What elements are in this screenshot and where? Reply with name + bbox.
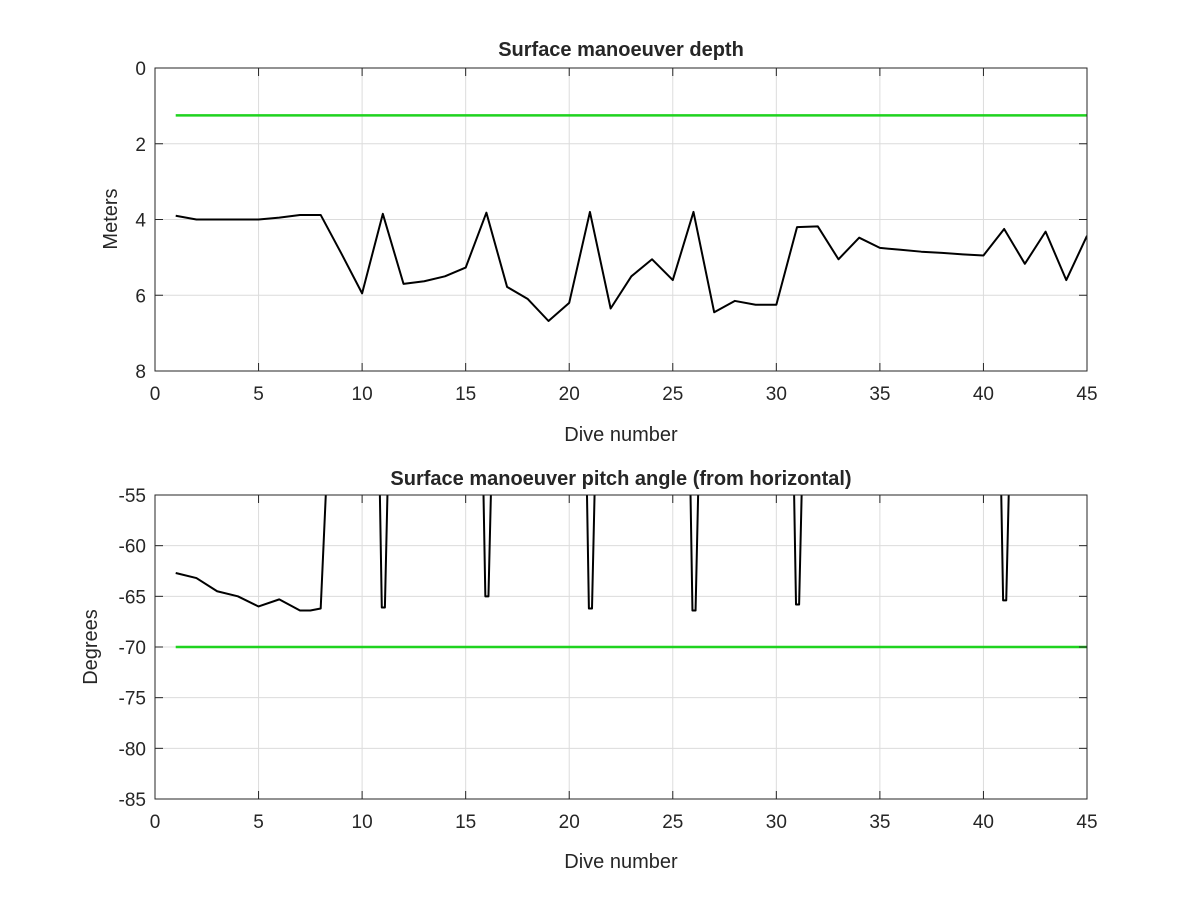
pitch-chart-ytick-label: -70 — [119, 638, 146, 659]
depth-chart-xtick-label: 0 — [150, 384, 161, 405]
depth-chart-title: Surface manoeuver depth — [498, 39, 744, 61]
depth-chart-ytick-label: 2 — [135, 135, 146, 156]
depth-chart-xtick-label: 35 — [869, 384, 890, 405]
pitch-chart-xtick-label: 25 — [662, 812, 683, 833]
pitch-chart-xtick-label: 35 — [869, 812, 890, 833]
depth-chart-xtick-label: 15 — [455, 384, 476, 405]
depth-chart-data-line — [175, 210, 1087, 322]
pitch-chart-xtick-label: 40 — [973, 812, 994, 833]
pitch-chart-ytick-label: -80 — [119, 739, 146, 760]
pitch-chart-ticks: 0 5 10 15 20 25 30 35 40 45 -85 -80 -75 -70 -65 -60 -55 — [119, 486, 1098, 833]
pitch-chart-title: Surface manoeuver pitch angle (from hori… — [390, 468, 851, 490]
depth-chart-xlabel: Dive number — [564, 424, 678, 446]
pitch-chart-xtick-label: 15 — [455, 812, 476, 833]
depth-chart-xtick-label: 10 — [352, 384, 373, 405]
pitch-chart-ytick-label: -65 — [119, 587, 146, 608]
depth-chart-xtick-label: 20 — [559, 384, 580, 405]
pitch-chart-ylabel: Degrees — [80, 609, 102, 685]
pitch-chart-xtick-label: 20 — [559, 812, 580, 833]
depth-chart-ytick-label: 6 — [135, 286, 146, 307]
pitch-chart-ytick-label: -55 — [119, 486, 146, 507]
depth-chart: Surface manoeuver depth Dive number Mete… — [100, 39, 1098, 446]
pitch-chart-xtick-label: 45 — [1076, 812, 1097, 833]
pitch-chart-ytick-label: -75 — [119, 689, 146, 710]
pitch-chart-ytick-label: -85 — [119, 790, 146, 811]
depth-chart-ticks: 0 5 10 15 20 25 30 35 40 45 0 2 4 6 8 — [135, 59, 1097, 405]
depth-chart-ytick-label: 4 — [135, 211, 146, 232]
pitch-chart-xtick-label: 30 — [766, 812, 787, 833]
depth-chart-plot-area — [175, 114, 1087, 322]
depth-chart-ylabel: Meters — [100, 188, 122, 249]
pitch-chart-xlabel: Dive number — [564, 851, 678, 873]
pitch-chart-plot-area — [175, 495, 1087, 649]
depth-chart-xtick-label: 45 — [1076, 384, 1097, 405]
depth-chart-xtick-label: 30 — [766, 384, 787, 405]
pitch-chart-xtick-label: 0 — [150, 812, 161, 833]
depth-chart-ytick-label: 0 — [135, 59, 146, 80]
pitch-chart-ytick-label: -60 — [119, 537, 146, 558]
pitch-chart-data-line — [175, 495, 1010, 612]
depth-chart-xtick-label: 25 — [662, 384, 683, 405]
pitch-chart-xtick-label: 10 — [352, 812, 373, 833]
depth-chart-xtick-label: 5 — [253, 384, 264, 405]
pitch-chart: Surface manoeuver pitch angle (from hori… — [80, 468, 1098, 873]
pitch-chart-xtick-label: 5 — [253, 812, 264, 833]
depth-chart-grid — [155, 68, 1087, 371]
depth-chart-xtick-label: 40 — [973, 384, 994, 405]
depth-chart-ytick-label: 8 — [135, 362, 146, 383]
